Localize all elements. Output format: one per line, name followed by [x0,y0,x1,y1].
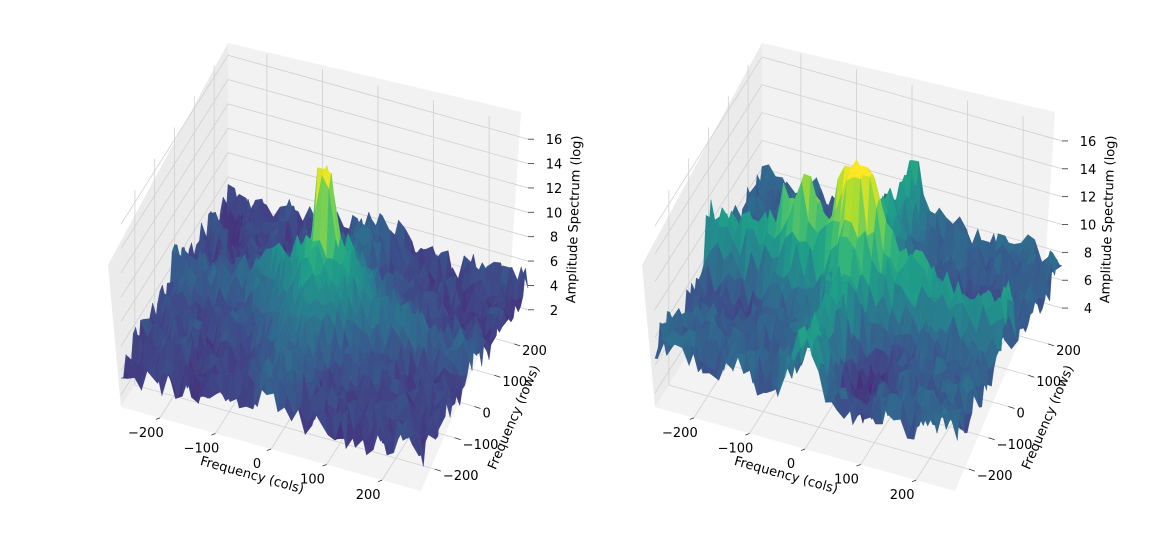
y-tick-mark [1008,406,1015,409]
z-tick-label: 16 [546,133,563,148]
x-tick-label: 0 [787,457,795,472]
z-gridline [120,176,529,347]
y-tick-label: 100 [1036,375,1061,390]
y-tick-label: 100 [502,375,527,390]
y-tick-label: −100 [463,438,499,453]
z-tick-label: 12 [546,182,563,197]
surface-cell [413,432,424,467]
z-tick-label: 6 [1084,274,1092,289]
x-tick-mark [377,479,383,482]
y-tick-label: 200 [1056,344,1081,359]
x-tick-label: 0 [253,457,261,472]
x-tick-label: −100 [184,441,220,456]
y-tick-label: −100 [997,438,1033,453]
z-tick-label: 2 [550,304,558,319]
z-tick-label: 4 [1084,302,1092,317]
x-tick-mark [745,433,750,436]
z-tick-label: 6 [550,255,558,270]
left-wall-pane [108,43,228,407]
x-tick-mark [155,417,161,420]
x-tick-label: −100 [718,441,754,456]
x-tick-label: 200 [890,488,915,503]
y-tick-mark [1028,374,1035,378]
z-gridline [120,79,529,249]
z-tick-label: 16 [1080,135,1097,150]
z-gridline [120,152,529,322]
x-tick-mark [322,464,327,467]
x-tick-mark [266,448,272,451]
y-tick-mark [988,437,995,441]
y-tick-mark [514,343,521,347]
y-tick-label: −200 [443,469,479,484]
z-gridline [120,54,529,225]
surface-cell [948,412,958,441]
y-tick-mark [968,468,975,472]
z-tick-label: 14 [1080,163,1097,178]
z-gridline [120,103,529,274]
z-axis-label: Amplitude Spectrum (log) [564,135,585,303]
x-tick-label: 100 [300,473,325,488]
x-tick-label: −200 [662,426,698,441]
z-tick-label: 8 [1084,246,1092,261]
z-gridline [120,127,529,298]
y-tick-mark [474,406,481,409]
y-tick-label: −200 [977,469,1013,484]
x-tick-mark [856,464,861,467]
y-tick-label: 0 [483,407,491,422]
z-gridline [654,112,1063,282]
z-axis-label: Amplitude Spectrum (log) [1098,135,1119,303]
x-tick-label: −200 [128,426,164,441]
z-tick-label: 10 [1080,219,1097,234]
x-tick-mark [911,479,917,482]
x-tick-label: 100 [834,473,859,488]
y-tick-mark [434,468,441,472]
amplitude-surface [654,159,1063,441]
y-tick-label: 200 [522,344,547,359]
y-gridline [668,190,969,470]
y-tick-label: 0 [1017,407,1025,422]
x-tick-mark [211,433,216,436]
z-gridline [654,140,1063,310]
x-tick-mark [689,417,695,420]
z-gridline [654,84,1063,254]
y-tick-mark [494,374,501,378]
y-tick-mark [454,437,461,441]
x-tick-label: 200 [356,488,381,503]
amplitude-surface [120,165,529,467]
z-tick-label: 8 [550,231,558,246]
y-tick-mark [1048,343,1055,347]
left-wall-pane [642,43,762,407]
z-tick-label: 12 [1080,191,1097,206]
z-gridline [654,56,1063,227]
z-tick-label: 4 [550,279,558,294]
y-gridline [134,190,435,470]
x-tick-mark [800,448,806,451]
z-tick-label: 14 [546,158,563,173]
z-tick-label: 10 [546,206,563,221]
